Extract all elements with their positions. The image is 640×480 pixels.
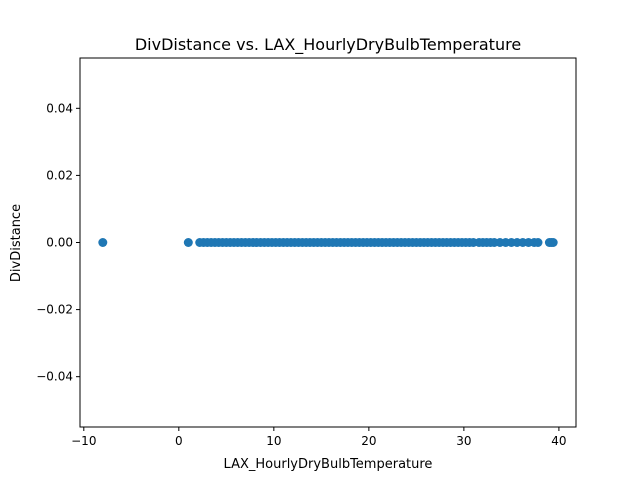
chart-title: DivDistance vs. LAX_HourlyDryBulbTempera… — [135, 35, 521, 55]
x-tick-label: 0 — [175, 434, 183, 448]
y-tick-label: −0.04 — [36, 370, 73, 384]
points-layer — [98, 238, 558, 247]
y-tick-label: 0.00 — [46, 236, 73, 250]
x-tick-label: 40 — [551, 434, 566, 448]
x-tick-label: 20 — [361, 434, 376, 448]
y-axis-label: DivDistance — [9, 204, 24, 282]
y-tick-label: 0.04 — [46, 101, 73, 115]
scatter-point — [183, 238, 193, 247]
x-axis: −10 0 10 20 30 40 — [71, 427, 567, 448]
y-tick-label: −0.02 — [36, 303, 73, 317]
y-tick-label: 0.02 — [46, 168, 73, 182]
x-axis-label: LAX_HourlyDryBulbTemperature — [224, 457, 433, 472]
x-tick-label: 10 — [266, 434, 281, 448]
y-axis: −0.04 −0.02 0.00 0.02 0.04 — [36, 101, 80, 384]
scatter-point — [98, 238, 108, 247]
x-tick-label: −10 — [71, 434, 96, 448]
x-tick-label: 30 — [456, 434, 471, 448]
scatter-point — [533, 238, 543, 247]
scatter-point — [548, 238, 558, 247]
